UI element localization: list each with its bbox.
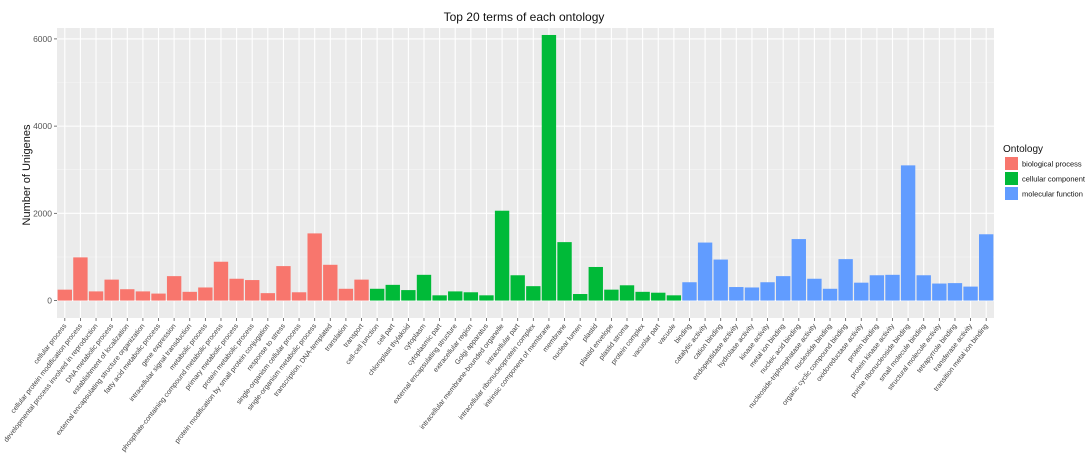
bar-19 xyxy=(354,279,369,301)
bar-35 xyxy=(604,289,619,301)
bar-56 xyxy=(932,283,947,301)
bar-25 xyxy=(448,291,463,301)
bar-55 xyxy=(916,275,931,301)
bar-20 xyxy=(369,288,385,301)
bar-21 xyxy=(385,284,400,301)
bar-7 xyxy=(166,276,182,301)
bar-53 xyxy=(885,274,900,301)
y-tick-label: 0 xyxy=(47,296,52,306)
y-tick-label: 2000 xyxy=(33,208,52,218)
legend-label-1: cellular component xyxy=(1022,175,1086,184)
legend-title: Ontology xyxy=(1003,144,1043,155)
bar-11 xyxy=(229,278,244,301)
bar-28 xyxy=(494,210,510,301)
bar-58 xyxy=(963,286,978,301)
bar-54 xyxy=(900,165,916,301)
bar-48 xyxy=(807,278,822,301)
bar-43 xyxy=(729,287,744,301)
y-axis: 0 2000 4000 6000 xyxy=(33,34,57,306)
bars xyxy=(57,34,994,301)
bar-23 xyxy=(416,274,432,301)
bar-46 xyxy=(775,276,791,301)
bar-8 xyxy=(182,291,197,301)
bar-57 xyxy=(947,283,963,301)
bar-22 xyxy=(401,290,416,301)
bar-38 xyxy=(651,292,666,301)
bar-32 xyxy=(557,242,572,301)
bar-24 xyxy=(432,295,447,301)
bar-1 xyxy=(73,257,88,301)
bar-27 xyxy=(479,295,494,301)
bar-26 xyxy=(463,292,479,301)
bar-14 xyxy=(276,266,291,301)
bar-44 xyxy=(744,287,760,301)
bar-0 xyxy=(57,289,72,301)
bar-10 xyxy=(213,261,229,301)
bar-3 xyxy=(104,279,119,301)
y-tick-label: 6000 xyxy=(33,34,52,44)
bar-13 xyxy=(260,293,276,301)
bar-52 xyxy=(869,275,885,301)
bar-36 xyxy=(619,285,635,301)
bar-12 xyxy=(245,280,260,301)
bar-16 xyxy=(307,233,322,301)
bar-37 xyxy=(635,291,650,301)
bar-45 xyxy=(760,282,775,301)
plot-panel xyxy=(57,28,994,318)
legend-swatch-1 xyxy=(1005,172,1018,185)
legend: Ontology biological process cellular comp… xyxy=(1003,144,1086,200)
bar-39 xyxy=(666,295,682,301)
bar-30 xyxy=(526,286,541,301)
y-tick-label: 4000 xyxy=(33,121,52,131)
chart-title: Top 20 terms of each ontology xyxy=(444,10,605,24)
bar-15 xyxy=(291,292,307,301)
bar-47 xyxy=(791,239,806,301)
bar-29 xyxy=(510,275,525,301)
bar-42 xyxy=(713,259,728,301)
bar-50 xyxy=(838,259,853,301)
legend-label-2: molecular function xyxy=(1022,190,1083,199)
bar-59 xyxy=(979,234,994,301)
bar-34 xyxy=(588,266,603,301)
bar-33 xyxy=(572,294,588,301)
bar-51 xyxy=(854,282,869,301)
y-axis-label: Number of Unigenes xyxy=(21,124,33,225)
bar-41 xyxy=(697,242,713,301)
bar-18 xyxy=(338,288,354,301)
bar-40 xyxy=(682,282,697,301)
bar-17 xyxy=(323,264,338,301)
legend-swatch-0 xyxy=(1005,157,1018,170)
bar-4 xyxy=(120,289,135,301)
bar-49 xyxy=(822,288,838,301)
legend-swatch-2 xyxy=(1005,187,1018,200)
legend-label-0: biological process xyxy=(1022,160,1082,169)
bar-5 xyxy=(135,291,151,301)
bar-2 xyxy=(88,291,104,301)
bar-31 xyxy=(541,34,557,301)
bar-9 xyxy=(198,287,213,301)
bar-6 xyxy=(151,293,166,301)
